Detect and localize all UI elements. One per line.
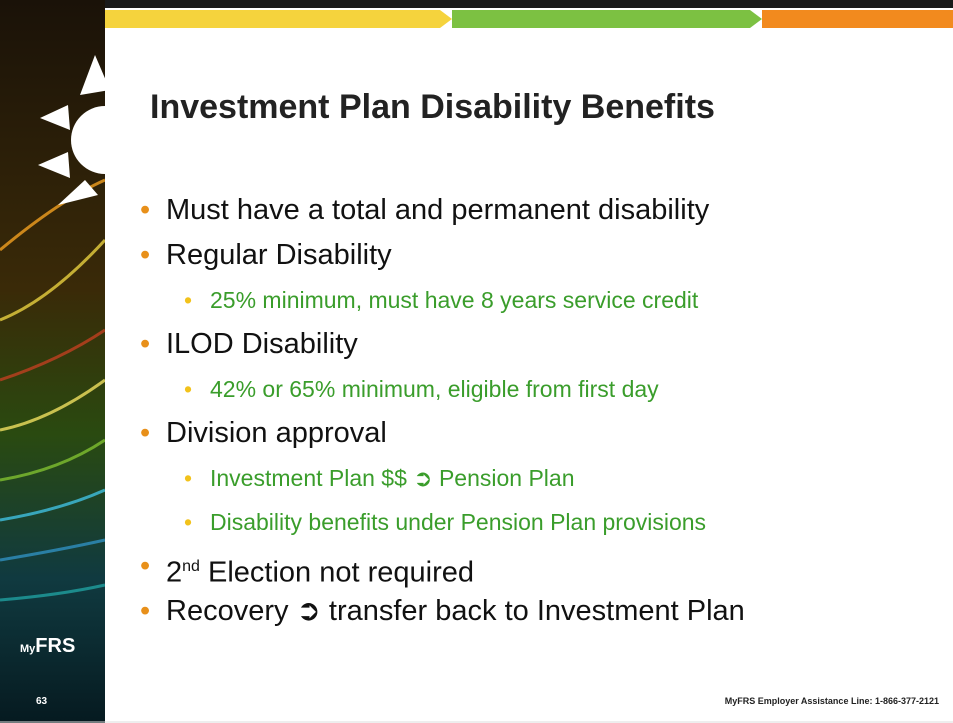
- footer: MyFRS Employer Assistance Line: 1-866-37…: [725, 696, 939, 706]
- bullet: ILOD Disability: [140, 322, 745, 367]
- bullet: Must have a total and permanent disabili…: [140, 188, 745, 233]
- slide: Investment Plan Disability Benefits Must…: [0, 0, 953, 723]
- logo: MyFRS: [20, 635, 75, 658]
- bullet: Recovery ➲ transfer back to Investment P…: [140, 589, 745, 634]
- bullet-text: Election not required: [200, 557, 474, 589]
- sub-bullet: Investment Plan $$ ➲ Pension Plan: [140, 456, 745, 500]
- sub-bullet: Disability benefits under Pension Plan p…: [140, 500, 745, 544]
- bullet-text: Regular Disability: [166, 239, 392, 271]
- sub-bullet: 42% or 65% minimum, eligible from first …: [140, 367, 745, 411]
- bullet-text: Recovery ➲ transfer back to Investment P…: [166, 595, 745, 627]
- slide-title: Investment Plan Disability Benefits: [150, 88, 715, 127]
- slide-number: 63: [36, 696, 47, 707]
- bullet-text: Must have a total and permanent disabili…: [166, 194, 709, 226]
- bullet-text: Division approval: [166, 417, 387, 449]
- bullet: Division approval: [140, 411, 745, 456]
- bullet-text: ILOD Disability: [166, 328, 358, 360]
- logo-frs: FRS: [35, 635, 75, 657]
- sub-bullet: 25% minimum, must have 8 years service c…: [140, 278, 745, 322]
- bullet-text: 2: [166, 557, 182, 589]
- superscript: nd: [182, 558, 200, 575]
- bullet-list: Must have a total and permanent disabili…: [140, 188, 745, 634]
- logo-my: My: [20, 643, 35, 655]
- bullet: 2nd Election not required: [140, 544, 745, 589]
- bullet: Regular Disability: [140, 233, 745, 278]
